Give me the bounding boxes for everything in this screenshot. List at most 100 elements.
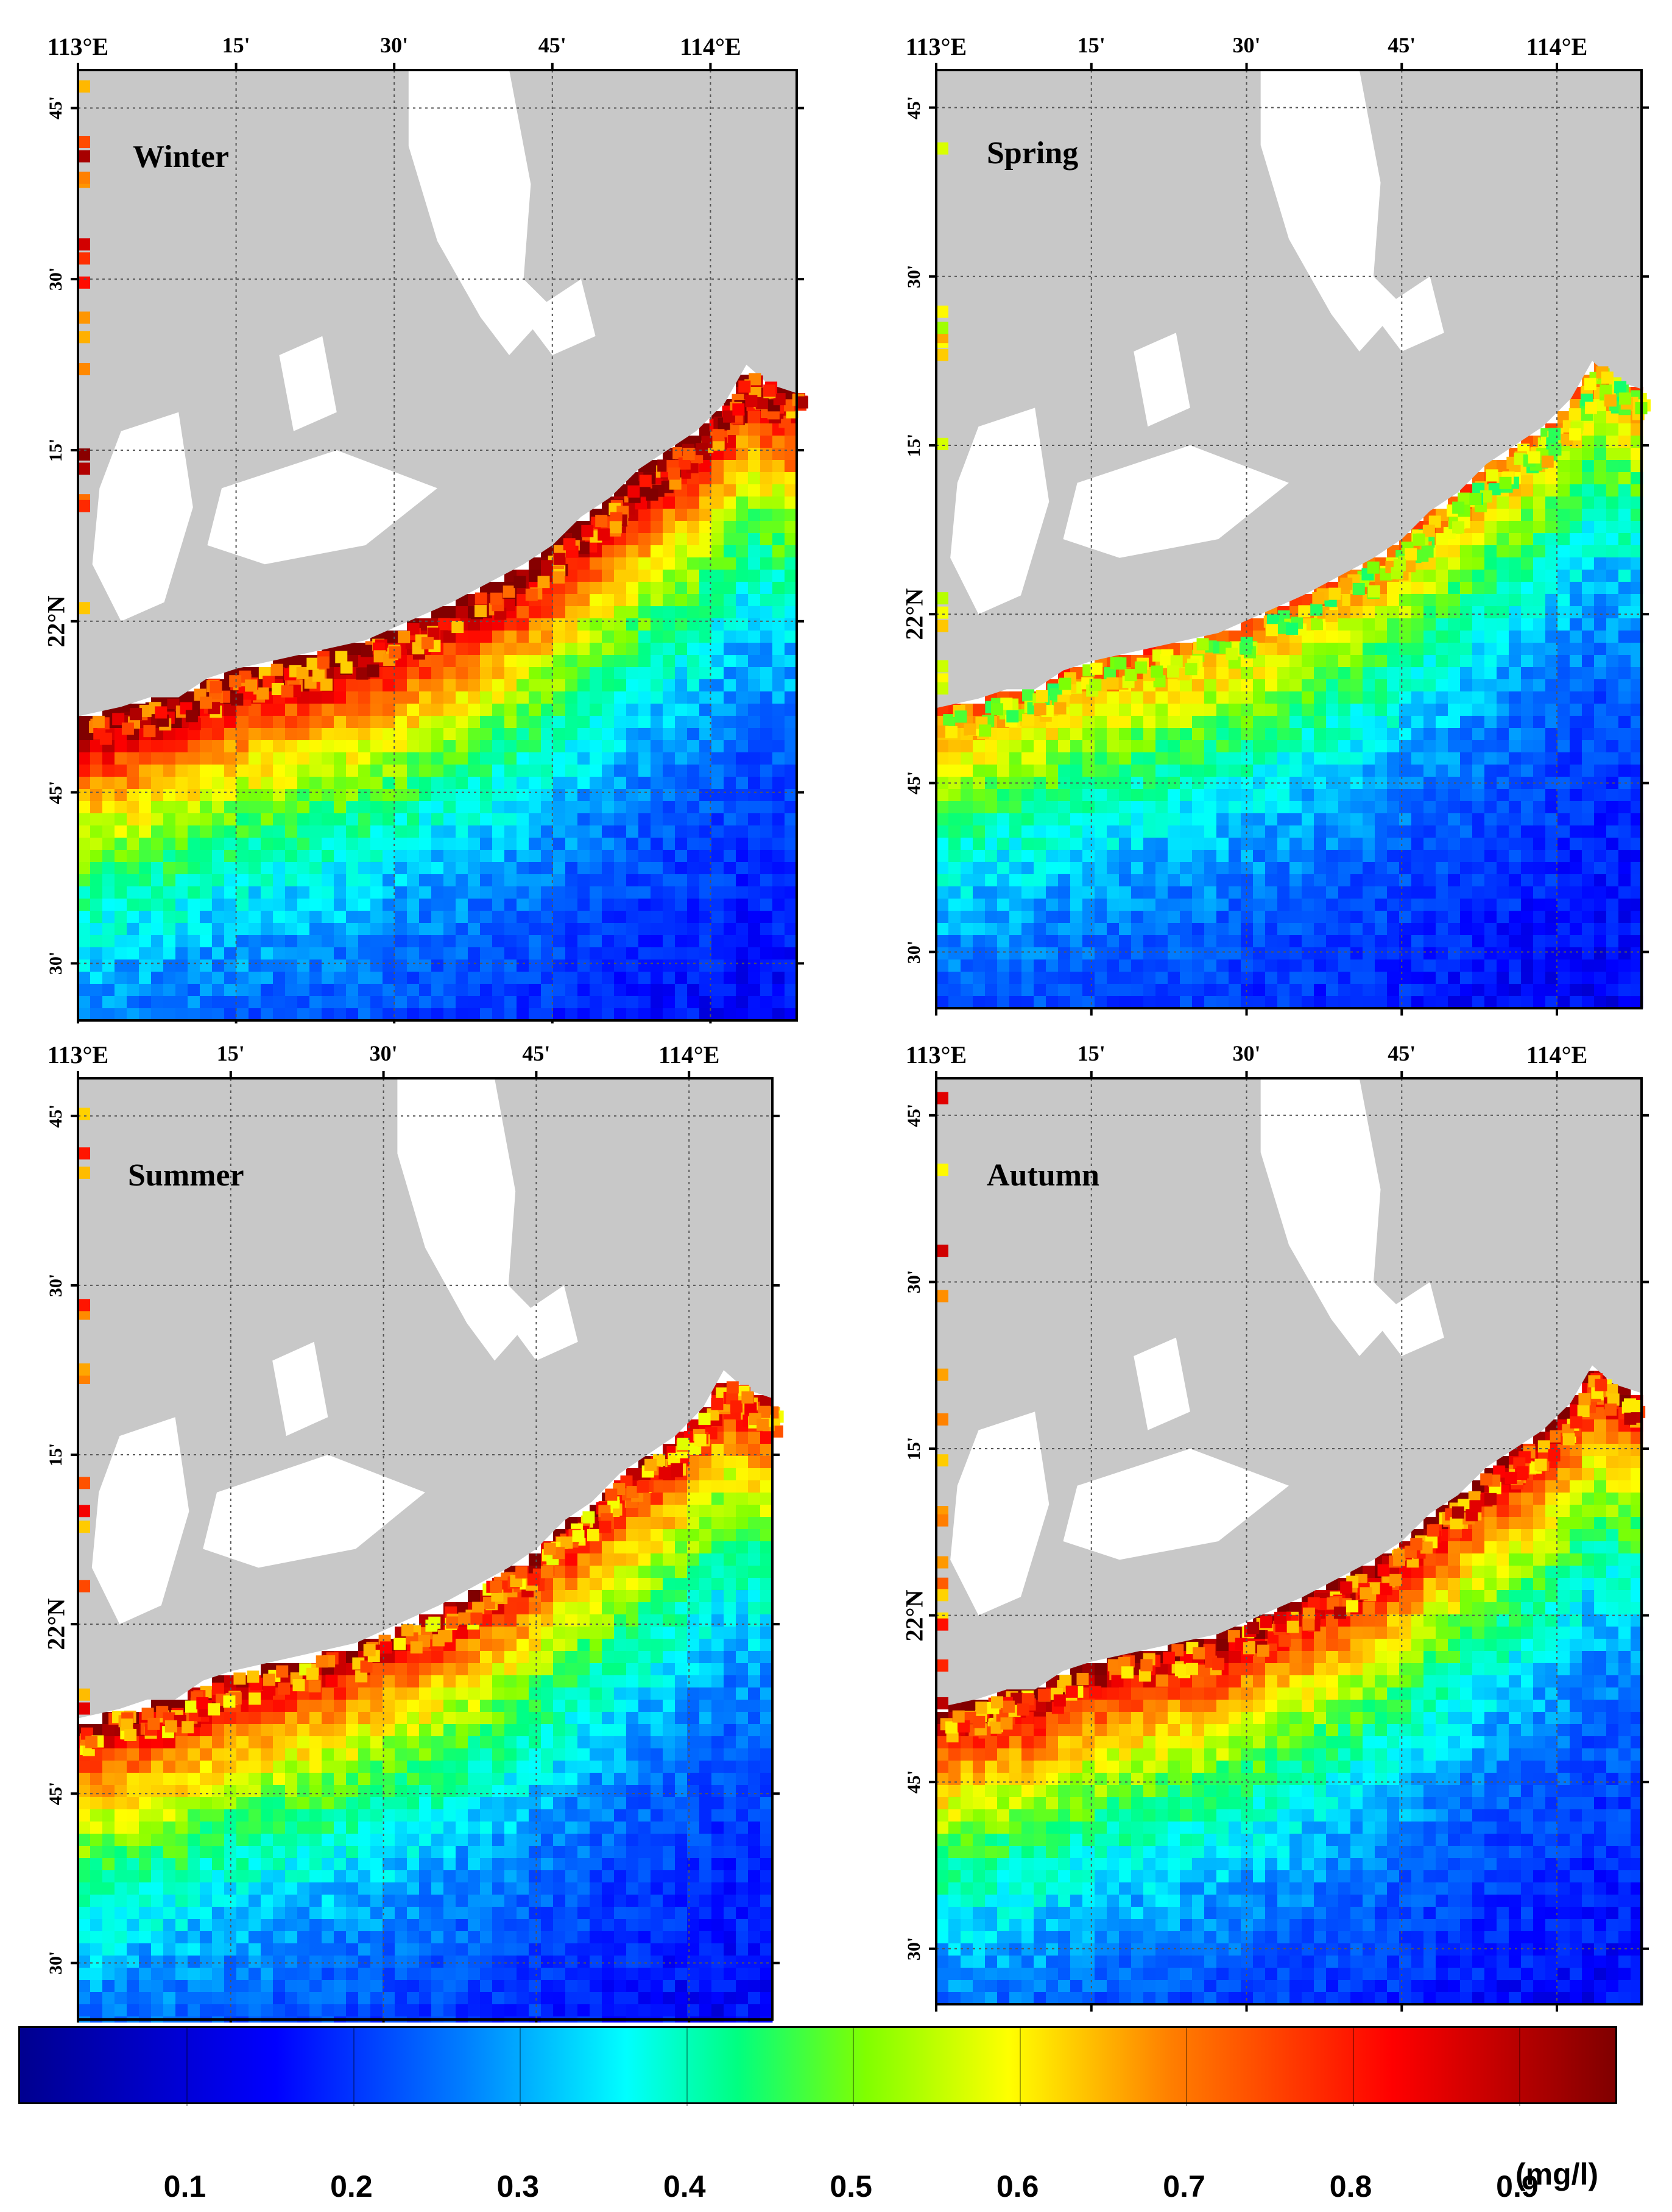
panel-spring: Spring 113°E 15' 30' 45' 114°E 45' 30' 15' 22°N 4… (836, 0, 1672, 1023)
lat-label: 45' (904, 96, 924, 119)
no-data-region-3 (1134, 333, 1190, 427)
map-summer (71, 1071, 784, 2023)
no-data-region-1 (950, 1412, 1049, 1616)
lon-label: 45' (522, 1041, 551, 1065)
lat-label: 22°N (900, 588, 928, 640)
colorbar-unit: (mg/l) (1515, 2157, 1599, 2191)
season-label-winter: Winter (133, 140, 229, 174)
lon-label: 114°E (1526, 1041, 1588, 1069)
lon-label: 15' (216, 1041, 245, 1065)
lat-label: 30' (904, 1270, 924, 1294)
no-data-region-1 (92, 412, 193, 621)
no-data-region-0 (397, 1078, 537, 1361)
colorbar (18, 2026, 1617, 2106)
colorbar-tick-label: 0.6 (996, 2169, 1039, 2203)
lon-label: 114°E (658, 1041, 720, 1069)
colorbar-tick (520, 2028, 521, 2106)
no-data-region-3 (1134, 1337, 1190, 1430)
map-autumn (929, 1071, 1649, 2012)
lat-label: 30' (904, 1937, 924, 1960)
lat-label: 30' (904, 264, 924, 288)
no-data-region-1 (950, 408, 1049, 615)
lat-label: 15' (46, 438, 66, 462)
lon-label: 45' (1388, 1041, 1416, 1065)
lon-label: 113°E (905, 33, 967, 60)
tick-marks (71, 63, 804, 1023)
no-data-region-4 (523, 279, 596, 355)
colorbar-tick (1019, 2028, 1021, 2106)
coastal-pixels (936, 142, 1651, 740)
colorbar-tick (186, 2028, 188, 2106)
lon-label: 113°E (47, 33, 109, 60)
coastal-pixels (78, 1108, 784, 1756)
lat-label: 45' (46, 96, 66, 120)
map-frame (935, 1077, 1643, 2005)
lon-label: 15' (222, 33, 250, 57)
panel-autumn: Autumn 113°E 15' 30' 45' 114°E 45' 30' 15' 22°N 4… (836, 1023, 1672, 2023)
colorbar-tick (686, 2028, 688, 2106)
tick-marks (71, 1071, 780, 2023)
lat-label: 15' (904, 1436, 924, 1461)
tick-marks (929, 63, 1649, 1016)
colorbar-tick-label: 0.7 (1163, 2169, 1205, 2203)
lon-label: 30' (380, 33, 409, 57)
map-frame (935, 69, 1643, 1009)
lon-label: 15' (1077, 33, 1106, 57)
lon-label: 45' (1388, 33, 1416, 57)
lat-label: 30' (46, 1951, 66, 1975)
lon-label: 114°E (1526, 33, 1588, 60)
lat-label: 45' (46, 1782, 66, 1806)
lon-label: 45' (538, 33, 566, 57)
colorbar-tick (353, 2028, 355, 2106)
lat-label: 15' (904, 433, 924, 458)
panel-winter: Winter 113°E 15' 30' 45' 114°E 45' 30' 15' 22°N 4… (0, 0, 836, 1023)
colorbar-tick (1352, 2028, 1354, 2106)
colorbar-tick-label: 0.5 (830, 2169, 872, 2203)
no-data-region-0 (1260, 70, 1402, 352)
lat-label: 45' (46, 1104, 66, 1128)
coastal-pixels (936, 1092, 1646, 1743)
lat-label: 45' (904, 1770, 924, 1794)
sea-pixels (78, 1383, 773, 2023)
panel-summer: Summer 113°E 15' 30' 45' 114°E 45' 30' 15' 22°N 4… (0, 1023, 836, 2023)
lon-label: 30' (369, 1041, 398, 1065)
lat-label: 30' (904, 940, 924, 964)
lon-label: 30' (1232, 1041, 1261, 1065)
no-data-region-0 (408, 70, 552, 355)
tick-marks (929, 1071, 1649, 2012)
no-data-region-2 (207, 450, 437, 565)
colorbar-tick-label: 0.3 (496, 2169, 540, 2203)
no-data-region-4 (1373, 1282, 1444, 1356)
lon-label: 30' (1232, 33, 1261, 57)
lat-label: 30' (46, 1273, 66, 1298)
lat-label: 30' (46, 952, 66, 975)
lat-label: 45' (904, 771, 924, 795)
no-data-region-3 (279, 336, 337, 431)
map-spring (929, 63, 1651, 1016)
colorbar-tick-label: 0.8 (1329, 2169, 1372, 2203)
map-winter (71, 63, 808, 1023)
lat-label: 22°N (42, 1598, 70, 1650)
lon-label: 113°E (47, 1041, 109, 1069)
lat-label: 15' (46, 1443, 66, 1467)
no-data-region-2 (1063, 445, 1289, 558)
season-label-summer: Summer (128, 1158, 244, 1193)
season-label-spring: Spring (987, 136, 1079, 171)
lat-label: 45' (46, 780, 66, 804)
no-data-region-4 (508, 1285, 578, 1361)
sea-pixels (936, 362, 1643, 1009)
no-data-region-0 (1260, 1078, 1402, 1356)
colorbar-tick-label: 0.9 (1496, 2169, 1539, 2203)
map-frame (77, 1077, 774, 2021)
colorbar-tick (1186, 2028, 1188, 2106)
sea-pixels (78, 375, 797, 1021)
no-data-region-2 (203, 1455, 425, 1568)
colorbar-tick (853, 2028, 855, 2106)
colorbar-tick-label: 0.4 (663, 2169, 706, 2203)
no-data-region-1 (91, 1417, 189, 1625)
lon-label: 15' (1077, 1041, 1106, 1065)
colorbar-tick (1519, 2028, 1520, 2106)
no-data-region-4 (1373, 276, 1444, 352)
colorbar-tick-label: 0.1 (163, 2169, 206, 2203)
no-data-region-3 (272, 1341, 328, 1436)
